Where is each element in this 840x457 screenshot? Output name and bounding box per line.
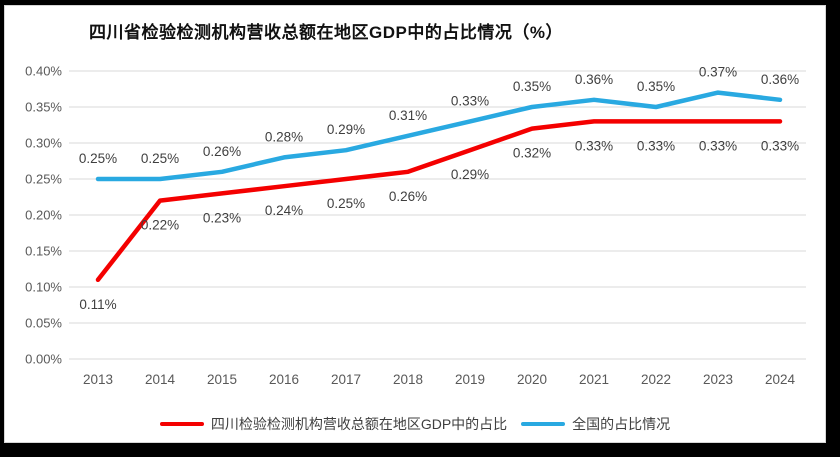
legend-item-national: 全国的占比情况 bbox=[521, 414, 670, 434]
data-label: 0.28% bbox=[265, 129, 303, 144]
chart-title: 四川省检验检测机构营收总额在地区GDP中的占比情况（%） bbox=[89, 23, 563, 42]
red-line-swatch bbox=[159, 422, 204, 426]
x-axis-tick-label: 2020 bbox=[517, 372, 547, 387]
sichuan-line bbox=[95, 119, 783, 283]
x-axis-tick-label: 2013 bbox=[83, 372, 113, 387]
y-axis-tick-label: 0.00% bbox=[25, 352, 62, 367]
data-label: 0.11% bbox=[79, 297, 116, 312]
data-label: 0.25% bbox=[79, 151, 117, 166]
blue-line-swatch bbox=[521, 422, 566, 426]
data-label: 0.37% bbox=[699, 65, 737, 80]
x-axis-tick-label: 2018 bbox=[393, 372, 423, 387]
data-label: 0.29% bbox=[451, 167, 489, 182]
y-axis-tick-label: 0.15% bbox=[25, 244, 62, 259]
x-axis-tick-label: 2021 bbox=[579, 372, 609, 387]
x-axis-tick-label: 2022 bbox=[641, 372, 671, 387]
data-label: 0.33% bbox=[699, 138, 737, 153]
data-label: 0.33% bbox=[575, 138, 613, 153]
y-axis-tick-label: 0.20% bbox=[25, 208, 62, 223]
x-axis-tick-label: 2017 bbox=[331, 372, 361, 387]
legend-item-sichuan: 四川检验检测机构营收总额在地区GDP中的占比 bbox=[159, 414, 508, 434]
legend-label-sichuan: 四川检验检测机构营收总额在地区GDP中的占比 bbox=[210, 416, 508, 432]
data-label: 0.29% bbox=[327, 122, 365, 137]
data-label: 0.23% bbox=[203, 210, 241, 225]
y-axis-tick-label: 0.05% bbox=[25, 316, 62, 331]
x-axis-tick-label: 2023 bbox=[703, 372, 733, 387]
y-axis-tick-label: 0.30% bbox=[25, 136, 62, 151]
data-label: 0.35% bbox=[513, 79, 551, 94]
data-label: 0.24% bbox=[265, 203, 303, 218]
x-axis-tick-label: 2016 bbox=[269, 372, 299, 387]
data-label: 0.26% bbox=[203, 144, 241, 159]
legend: 四川检验检测机构营收总额在地区GDP中的占比 全国的占比情况 bbox=[5, 414, 825, 434]
data-label: 0.33% bbox=[451, 93, 489, 108]
data-label: 0.36% bbox=[761, 72, 799, 87]
data-label: 0.31% bbox=[389, 108, 427, 123]
data-label: 0.35% bbox=[637, 79, 675, 94]
x-axis-tick-label: 2014 bbox=[145, 372, 176, 387]
x-axis-tick-label: 2024 bbox=[765, 372, 796, 387]
data-label: 0.25% bbox=[141, 151, 179, 166]
y-axis-tick-label: 0.25% bbox=[25, 172, 62, 187]
data-label: 0.25% bbox=[327, 196, 365, 211]
data-label: 0.36% bbox=[575, 72, 613, 87]
data-label: 0.32% bbox=[513, 146, 551, 161]
legend-label-national: 全国的占比情况 bbox=[572, 416, 671, 432]
x-axis-tick-label: 2015 bbox=[207, 372, 237, 387]
y-axis-tick-label: 0.10% bbox=[25, 280, 62, 295]
data-label: 0.33% bbox=[761, 138, 799, 153]
data-label: 0.33% bbox=[637, 138, 675, 153]
data-label: 0.26% bbox=[389, 189, 427, 204]
data-label: 0.22% bbox=[141, 218, 179, 233]
y-axis-tick-label: 0.35% bbox=[25, 100, 62, 115]
x-axis-tick-label: 2019 bbox=[455, 372, 485, 387]
national-line bbox=[95, 90, 783, 182]
y-axis-tick-label: 0.40% bbox=[25, 64, 62, 79]
plot-area: 0.00% 0.05% 0.10% 0.15% 0.20% 0.25% 0.30% 0.35%… bbox=[25, 64, 806, 387]
chart-canvas: 四川省检验检测机构营收总额在地区GDP中的占比情况（%） 0.00% 0.05% 0… bbox=[4, 5, 826, 443]
